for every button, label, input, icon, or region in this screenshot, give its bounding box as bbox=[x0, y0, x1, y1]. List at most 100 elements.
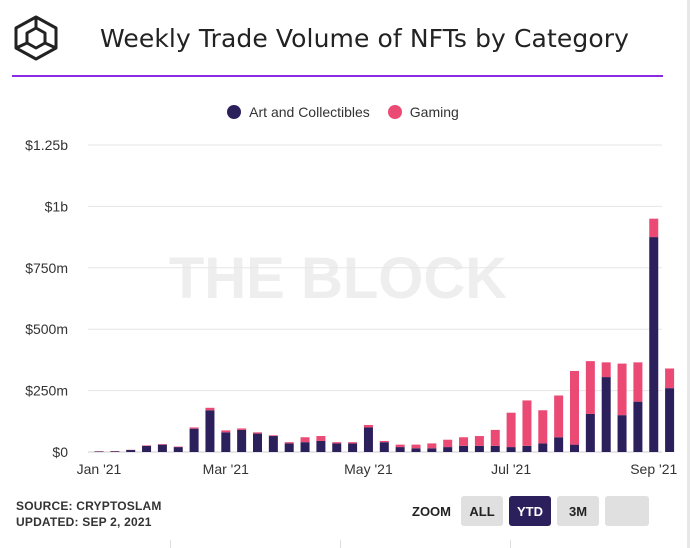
bottom-tab-strip bbox=[0, 540, 690, 548]
legend-dot-gaming bbox=[387, 105, 402, 119]
bar-gaming[interactable] bbox=[316, 436, 326, 441]
y-tick-label: $750m bbox=[25, 260, 68, 276]
bar-art[interactable] bbox=[173, 447, 183, 452]
bottom-tab-divider bbox=[340, 540, 341, 548]
bar-art[interactable] bbox=[237, 429, 247, 452]
zoom-3m-button[interactable]: 3M bbox=[557, 496, 599, 526]
bar-art[interactable] bbox=[665, 388, 675, 452]
bar-art[interactable] bbox=[221, 432, 231, 452]
legend-item-gaming[interactable]: Gaming bbox=[387, 104, 463, 120]
x-tick-label: Sep '21 bbox=[630, 461, 677, 477]
bar-gaming[interactable] bbox=[348, 442, 358, 444]
bar-art[interactable] bbox=[538, 443, 548, 452]
page-edge bbox=[687, 0, 690, 548]
bar-gaming[interactable] bbox=[490, 429, 500, 446]
title-divider bbox=[12, 75, 663, 77]
bar-gaming[interactable] bbox=[395, 444, 405, 448]
bars-layer bbox=[94, 218, 675, 452]
legend-label-gaming: Gaming bbox=[409, 104, 459, 120]
bar-art[interactable] bbox=[459, 445, 469, 452]
grid-layer bbox=[88, 144, 662, 453]
bar-gaming[interactable] bbox=[538, 410, 548, 444]
bar-gaming[interactable] bbox=[189, 427, 199, 429]
bar-gaming[interactable] bbox=[284, 442, 294, 444]
bar-art[interactable] bbox=[617, 415, 627, 452]
bar-art[interactable] bbox=[522, 445, 532, 452]
bar-art[interactable] bbox=[633, 401, 643, 452]
bar-art[interactable] bbox=[443, 447, 453, 452]
y-tick-label: $0 bbox=[52, 444, 68, 460]
x-tick-label: Mar '21 bbox=[203, 461, 249, 477]
bar-gaming[interactable] bbox=[379, 440, 389, 443]
bar-art[interactable] bbox=[348, 443, 358, 452]
bar-gaming[interactable] bbox=[363, 424, 373, 428]
bar-art[interactable] bbox=[570, 444, 579, 452]
bar-art[interactable] bbox=[157, 444, 167, 452]
bottom-tab-divider bbox=[170, 540, 171, 548]
bar-art[interactable] bbox=[554, 437, 564, 452]
bar-art[interactable] bbox=[601, 377, 611, 452]
bar-art[interactable] bbox=[253, 433, 262, 452]
bottom-tab-divider bbox=[510, 540, 511, 548]
bar-gaming[interactable] bbox=[300, 437, 310, 443]
zoom-ytd-button[interactable]: YTD bbox=[509, 496, 551, 526]
bar-art[interactable] bbox=[189, 428, 199, 452]
bar-gaming[interactable] bbox=[506, 412, 516, 448]
y-tick-label: $250m bbox=[25, 383, 68, 399]
bar-art[interactable] bbox=[205, 410, 215, 452]
bar-gaming[interactable] bbox=[522, 400, 532, 446]
bar-art[interactable] bbox=[110, 451, 120, 452]
bar-art[interactable] bbox=[300, 442, 310, 452]
bar-gaming[interactable] bbox=[601, 362, 611, 378]
bar-art[interactable] bbox=[268, 436, 278, 452]
bar-art[interactable] bbox=[585, 413, 595, 452]
bar-gaming[interactable] bbox=[617, 363, 627, 416]
zoom-blank-button[interactable] bbox=[605, 496, 649, 526]
bar-chart: THE BLOCK $0 $250m $500m $750m $1b $1.25b Jan… bbox=[25, 137, 678, 477]
bar-gaming[interactable] bbox=[443, 439, 453, 448]
bar-gaming[interactable] bbox=[411, 444, 421, 449]
legend-dot-art bbox=[227, 105, 242, 119]
y-tick-label: $1b bbox=[45, 198, 69, 214]
the-block-logo-icon bbox=[14, 15, 58, 61]
bar-gaming[interactable] bbox=[237, 428, 247, 430]
x-axis: Jan '21 Mar '21 May '21 Jul '21 Sep '21 bbox=[77, 461, 678, 477]
bar-art[interactable] bbox=[490, 445, 500, 452]
bar-gaming[interactable] bbox=[332, 442, 342, 444]
bar-gaming[interactable] bbox=[205, 407, 215, 411]
bar-art[interactable] bbox=[649, 237, 659, 452]
bar-gaming[interactable] bbox=[253, 432, 262, 434]
bar-art[interactable] bbox=[395, 447, 405, 452]
bar-gaming[interactable] bbox=[633, 362, 643, 402]
bar-gaming[interactable] bbox=[649, 218, 659, 238]
bar-art[interactable] bbox=[126, 450, 136, 452]
bar-gaming[interactable] bbox=[474, 436, 484, 446]
bar-gaming[interactable] bbox=[585, 361, 595, 414]
page-title: Weekly Trade Volume of NFTs by Category bbox=[100, 24, 629, 53]
x-tick-label: Jul '21 bbox=[491, 461, 531, 477]
bar-gaming[interactable] bbox=[268, 435, 278, 437]
zoom-label: ZOOM bbox=[412, 503, 451, 519]
bar-art[interactable] bbox=[411, 448, 421, 452]
bar-art[interactable] bbox=[474, 445, 484, 452]
bar-art[interactable] bbox=[363, 427, 373, 452]
bar-art[interactable] bbox=[506, 447, 516, 452]
bar-gaming[interactable] bbox=[427, 443, 437, 449]
bar-art[interactable] bbox=[427, 448, 437, 452]
bar-gaming[interactable] bbox=[221, 430, 231, 433]
watermark: THE BLOCK bbox=[169, 246, 507, 311]
y-tick-label: $1.25b bbox=[25, 137, 68, 153]
zoom-all-button[interactable]: ALL bbox=[461, 496, 503, 526]
bar-art[interactable] bbox=[379, 442, 389, 452]
bar-art[interactable] bbox=[316, 440, 326, 452]
bar-art[interactable] bbox=[142, 445, 152, 452]
bar-gaming[interactable] bbox=[570, 370, 579, 445]
chart-legend: Art and Collectibles Gaming bbox=[0, 104, 690, 120]
y-axis: $0 $250m $500m $750m $1b $1.25b bbox=[25, 137, 68, 460]
bar-gaming[interactable] bbox=[665, 368, 675, 389]
bar-art[interactable] bbox=[284, 443, 294, 452]
legend-item-art[interactable]: Art and Collectibles bbox=[227, 104, 374, 120]
bar-art[interactable] bbox=[332, 443, 342, 452]
bar-gaming[interactable] bbox=[554, 395, 564, 438]
bar-gaming[interactable] bbox=[459, 437, 469, 446]
